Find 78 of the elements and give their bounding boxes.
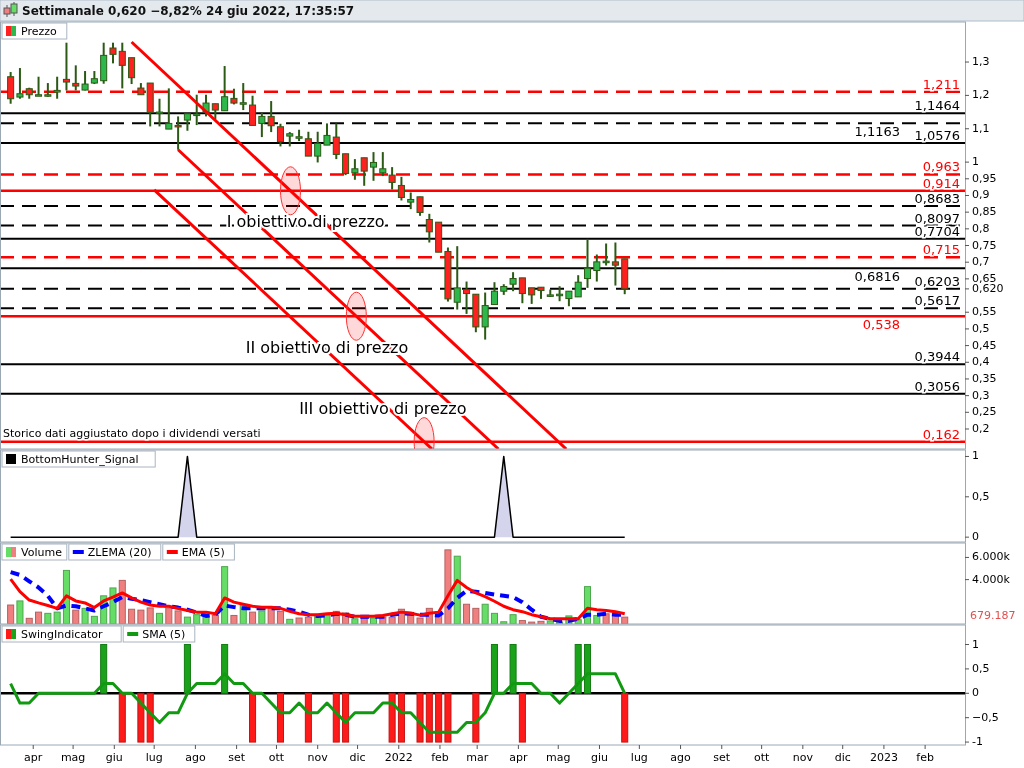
y-tick-label: 0,4 <box>972 355 990 369</box>
x-tick-label: lug <box>630 751 648 764</box>
x-tick-label: apr <box>24 751 43 764</box>
x-tick-label: dic <box>349 751 366 764</box>
x-tick-label: apr <box>509 751 528 764</box>
y-tick-label: 1,1 <box>972 121 990 135</box>
x-tick-label: 2023 <box>869 751 898 764</box>
ref-line-label: 1,0576 <box>914 127 960 143</box>
x-tick-label: set <box>228 751 246 764</box>
x-tick-label: 2022 <box>384 751 413 764</box>
y-tick-label: 0,85 <box>972 205 997 219</box>
y-tick-label: 0,3 <box>972 388 990 402</box>
y-tick-label: 1 <box>972 155 979 169</box>
ref-line-label: 0,3056 <box>914 378 960 394</box>
y-tick-label: 0,95 <box>972 171 997 185</box>
ref-line-label: 0,3944 <box>914 349 960 365</box>
x-tick-label: giu <box>105 751 123 764</box>
legend-label: SwingIndicator <box>21 628 104 641</box>
ref-line-label: 0,715 <box>922 242 960 258</box>
ref-line-label: 1,1163 <box>854 124 900 140</box>
y-tick-label: 0,5 <box>972 321 990 335</box>
y-tick-label: 0 <box>972 530 979 544</box>
y-tick-label: 1,3 <box>972 55 990 69</box>
ref-line-label: 0,8683 <box>914 191 960 207</box>
y-tick-label: 0,55 <box>972 305 997 319</box>
legend-label: EMA (5) <box>181 546 225 559</box>
x-tick-label: mar <box>466 751 489 764</box>
y-tick-label: 1 <box>972 449 979 463</box>
y-tick-label: 0,5 <box>972 661 990 675</box>
ref-line-label: 1,1464 <box>914 98 960 114</box>
x-tick-label: mag <box>60 751 86 764</box>
x-tick-label: mag <box>546 751 571 764</box>
text: 679.187 <box>970 609 1016 622</box>
y-tick-label: 0,5 <box>972 489 990 503</box>
legend-label: BottomHunter_Signal <box>21 453 139 466</box>
y-tick-label: 0,35 <box>972 371 997 385</box>
x-tick-label: lug <box>145 751 163 764</box>
y-tick-label: 1,2 <box>972 88 990 102</box>
ref-line-label: 0,538 <box>862 317 900 333</box>
y-tick-label: 0,8 <box>972 221 990 235</box>
y-tick-label: 0 <box>972 686 979 700</box>
ref-line-label: 0,6203 <box>914 273 960 289</box>
ref-line-label: 0,5617 <box>914 293 960 309</box>
ref-line-label: 0,162 <box>922 426 960 442</box>
y-tick-label: 0,45 <box>972 338 997 352</box>
x-tick-label: dic <box>834 751 851 764</box>
ref-line-label: 0,6816 <box>854 269 900 285</box>
x-tick-label: feb <box>431 751 449 764</box>
legend-label: Prezzo <box>21 25 58 38</box>
ref-line-label: 0,963 <box>922 159 960 175</box>
ref-line-label: 0,914 <box>922 175 960 191</box>
y-tick-label: 4.000k <box>972 572 1011 586</box>
y-tick-label: 1 <box>972 637 979 651</box>
legend-label: SMA (5) <box>142 628 186 641</box>
y-tick-label: -1 <box>972 735 983 749</box>
y-tick-label: 6.000k <box>972 550 1011 564</box>
y-tick-label: −0,5 <box>972 710 999 724</box>
y-tick-label: 0,9 <box>972 188 990 202</box>
y-tick-label: 0,7 <box>972 255 990 269</box>
x-tick-label: ott <box>268 751 285 764</box>
x-tick-label: ago <box>185 751 206 764</box>
legend-label: Volume <box>21 546 63 559</box>
x-tick-label: nov <box>307 751 329 764</box>
annotation: Storico dati aggiustato dopo i dividendi versati <box>3 427 261 440</box>
x-tick-label: set <box>713 751 731 764</box>
y-tick-label: 0,75 <box>972 238 997 252</box>
y-tick-label: 0,2 <box>972 421 990 435</box>
chart-title: Settimanale 0,620 −8,82% 24 giu 2022, 17:35:57 <box>22 4 355 18</box>
x-tick-label: giu <box>590 751 608 764</box>
ref-line-label: 0,7704 <box>914 223 960 239</box>
x-tick-label: ott <box>753 751 770 764</box>
ref-line-label: 0,8097 <box>914 210 960 226</box>
ref-line-label: 1,211 <box>922 76 960 92</box>
x-tick-label: ago <box>670 751 692 764</box>
x-tick-label: feb <box>916 751 934 764</box>
legend-label: ZLEMA (20) <box>87 546 152 559</box>
x-tick-label: nov <box>792 751 814 764</box>
y-tick-label: 0,25 <box>972 405 997 419</box>
